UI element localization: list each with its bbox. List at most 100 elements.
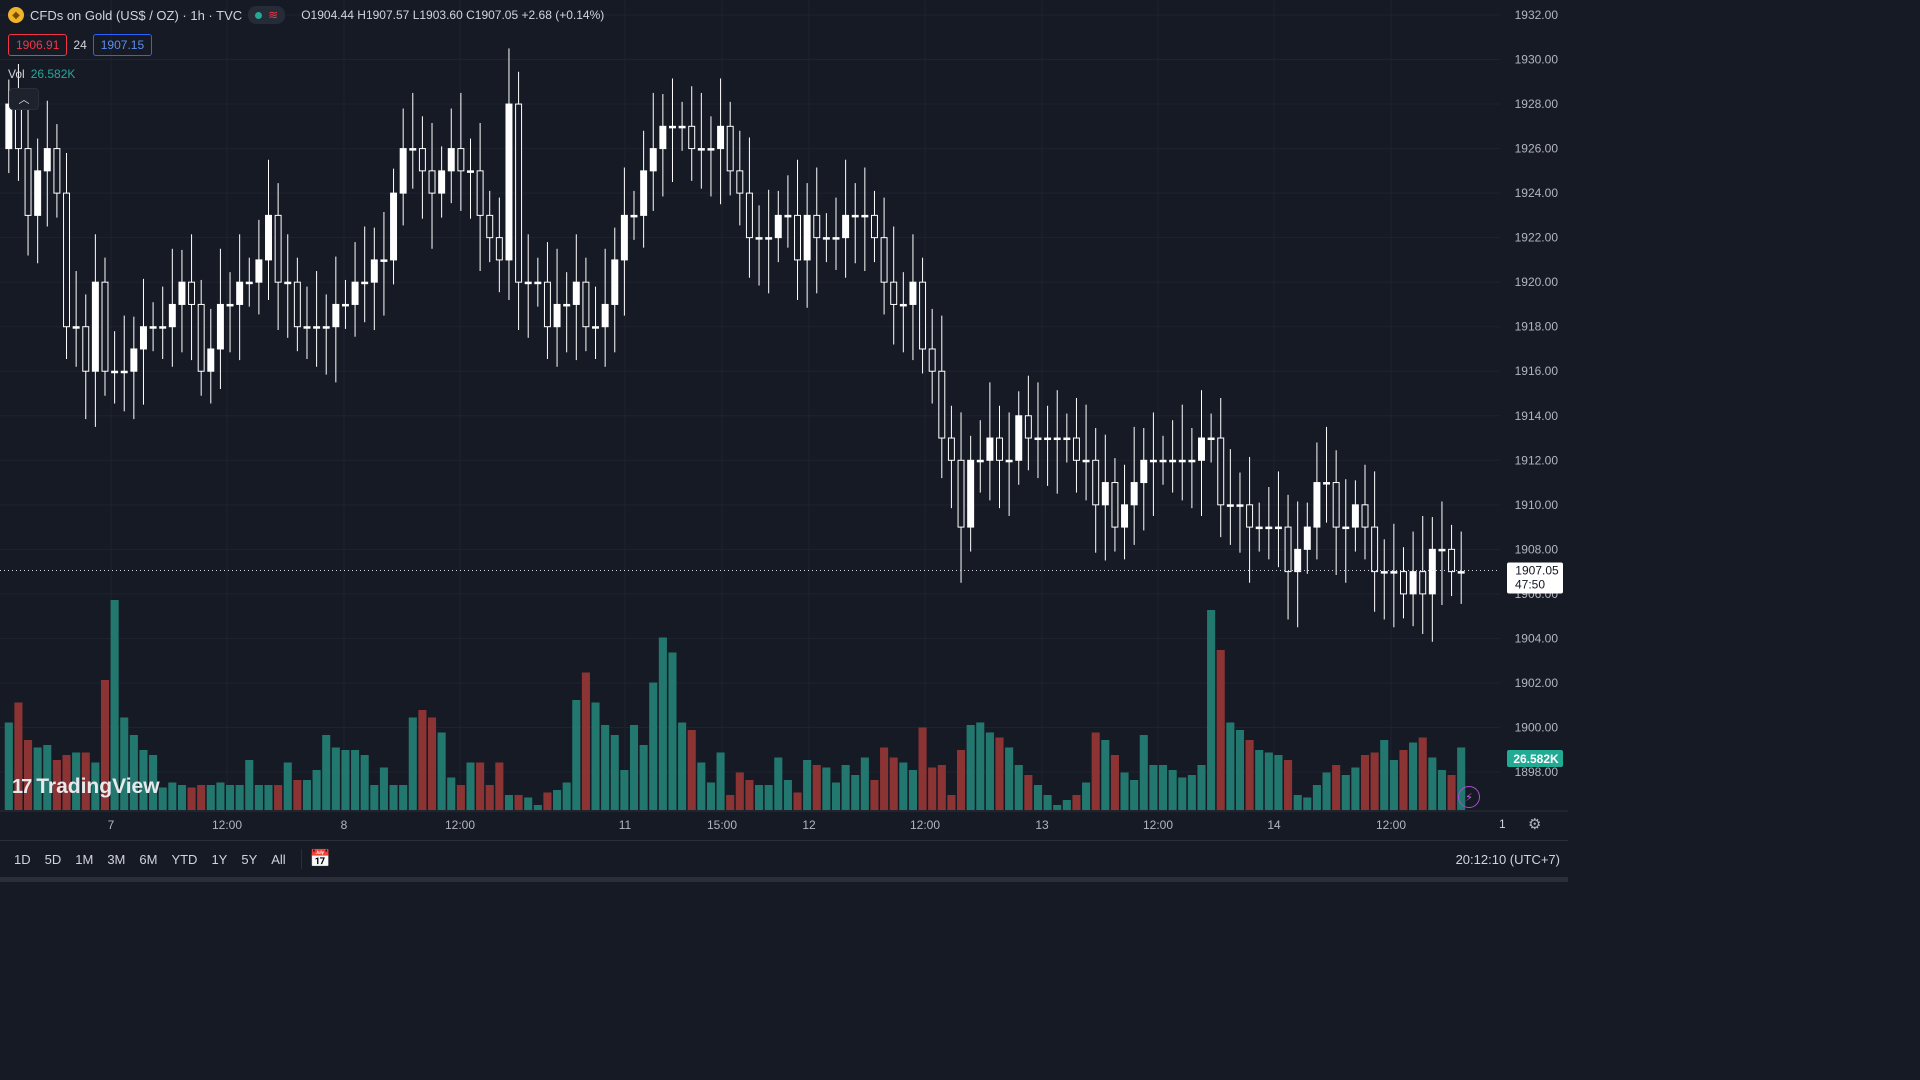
- volume-bar: [341, 750, 350, 810]
- volume-bar: [1072, 795, 1081, 810]
- candle-body: [82, 326, 90, 372]
- candle-body: [1072, 437, 1080, 461]
- range-button-6m[interactable]: 6M: [139, 851, 158, 867]
- time-tick-label: 12:00: [212, 818, 242, 832]
- range-button-1m[interactable]: 1M: [75, 851, 94, 867]
- price-tick-label: 1900.00: [1515, 720, 1559, 734]
- candle-body: [1024, 415, 1032, 439]
- price-tick-label: 1924.00: [1515, 186, 1559, 200]
- candle-body: [1294, 548, 1302, 573]
- volume-bar: [62, 755, 71, 810]
- volume-bar: [1274, 755, 1283, 810]
- range-button-ytd[interactable]: YTD: [171, 851, 198, 867]
- volume-bar: [129, 735, 138, 810]
- candle-body: [967, 459, 975, 528]
- candle-body: [53, 148, 61, 194]
- volume-bar: [1255, 750, 1264, 810]
- candle-body: [63, 192, 71, 328]
- volume-bar: [1409, 742, 1418, 810]
- volume-bar: [158, 787, 167, 810]
- candle-body: [428, 170, 436, 194]
- volume-bar: [678, 722, 687, 810]
- bid-price-button[interactable]: 1906.91: [8, 34, 68, 56]
- candle-body: [822, 237, 830, 240]
- range-button-1d[interactable]: 1D: [14, 851, 31, 867]
- range-button-1y[interactable]: 1Y: [211, 851, 228, 867]
- candle-body: [322, 326, 330, 329]
- range-button-3m[interactable]: 3M: [107, 851, 126, 867]
- candle-body: [418, 148, 426, 172]
- price-tick-label: 1912.00: [1515, 453, 1559, 467]
- volume-bar: [899, 762, 908, 810]
- volume-bar: [495, 762, 504, 810]
- candle-body: [139, 326, 147, 350]
- volume-bar: [1053, 805, 1062, 810]
- candle-body: [1178, 459, 1186, 463]
- volume-bar: [389, 785, 398, 810]
- candle-body: [736, 170, 744, 194]
- volume-bar: [1168, 770, 1177, 810]
- volume-legend[interactable]: Vol 26.582K: [8, 67, 75, 81]
- candle-body: [313, 326, 321, 329]
- chevron-up-icon: ︿: [18, 94, 30, 106]
- candle-body: [1265, 526, 1273, 530]
- symbol-legend[interactable]: ◆ CFDs on Gold (US$ / OZ) · 1h · TVC ≋ O…: [8, 6, 604, 24]
- candle-body: [1236, 504, 1244, 507]
- candle-body: [1313, 482, 1321, 528]
- price-tick-label: 1930.00: [1515, 53, 1559, 67]
- time-tick-label: 12:00: [445, 818, 475, 832]
- close-value: 1907.05: [474, 8, 519, 22]
- candle-body: [563, 303, 571, 307]
- volume-bar: [591, 702, 600, 810]
- volume-bar: [649, 682, 658, 810]
- candle-body: [947, 437, 955, 461]
- volume-bar: [543, 792, 552, 810]
- tradingview-logo[interactable]: 17 TradingView: [12, 775, 160, 799]
- lightning-icon[interactable]: ⚡: [1458, 786, 1480, 808]
- range-button-all[interactable]: All: [271, 851, 286, 867]
- volume-bar: [466, 762, 475, 810]
- settings-gear-icon[interactable]: ⚙: [1528, 816, 1542, 833]
- price-chart[interactable]: 1932.00 1930.00 1928.00 1926.00 1924.00 1922.…: [0, 0, 1568, 840]
- candle-body: [1159, 459, 1167, 463]
- candle-body: [255, 259, 263, 283]
- volume-bar: [91, 762, 100, 810]
- clock[interactable]: 20:12:10 (UTC+7): [1455, 851, 1560, 867]
- candle-body: [120, 370, 128, 374]
- time-tick-label: 12:00: [1143, 818, 1173, 832]
- volume-bar: [427, 717, 437, 810]
- range-button-5y[interactable]: 5Y: [241, 851, 258, 867]
- price-axis[interactable]: 1932.00 1930.00 1928.00 1926.00 1924.00 1922.…: [1505, 0, 1568, 812]
- candle-body: [265, 214, 272, 261]
- volume-bar: [1014, 765, 1023, 810]
- calendar-goto-icon[interactable]: 📅: [309, 849, 331, 868]
- price-tick-label: 1920.00: [1515, 275, 1559, 289]
- time-axis[interactable]: 7 12:00 8 12:00 11 15:00 12 12:00 13 12:00 14 12:00: [0, 810, 1568, 832]
- candle-body: [851, 214, 859, 218]
- volume-bar: [1120, 772, 1129, 810]
- candle-body: [476, 170, 484, 216]
- candle-body: [745, 192, 753, 239]
- candle-body: [1092, 459, 1100, 506]
- candle-body: [1428, 548, 1436, 595]
- volume-bar: [206, 785, 215, 810]
- collapse-legend-button[interactable]: ︿: [9, 88, 39, 110]
- candle-body: [505, 103, 513, 261]
- ask-price-button[interactable]: 1907.15: [92, 34, 153, 56]
- candle-body: [928, 348, 936, 372]
- volume-bar: [995, 737, 1004, 810]
- candle-body: [1082, 459, 1090, 463]
- volume-bar: [889, 757, 898, 810]
- candle-body: [1121, 504, 1129, 528]
- volume-bar: [1447, 775, 1456, 810]
- market-status-pill[interactable]: ≋: [248, 6, 286, 24]
- symbol-title[interactable]: CFDs on Gold (US$ / OZ) · 1h · TVC: [30, 7, 243, 23]
- candle-body: [899, 303, 907, 307]
- time-scale-label[interactable]: 1: [1499, 817, 1506, 831]
- candle-body: [457, 148, 465, 172]
- horizontal-scrollbar[interactable]: [0, 877, 1568, 882]
- range-button-5d[interactable]: 5D: [44, 851, 62, 867]
- price-tick-label: 1908.00: [1515, 542, 1559, 556]
- volume-bar: [880, 747, 889, 810]
- high-value: 1907.57: [365, 8, 410, 22]
